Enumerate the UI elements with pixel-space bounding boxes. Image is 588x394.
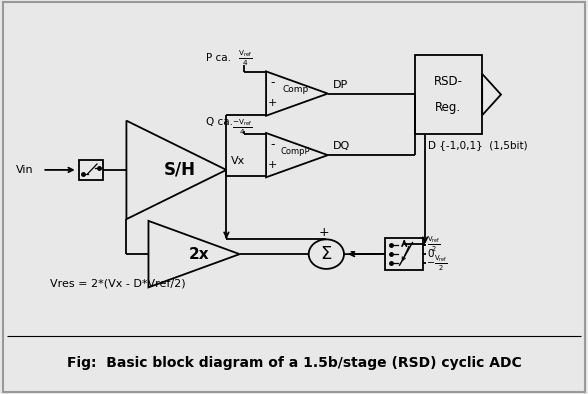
Bar: [385, 238, 423, 270]
Text: Vres = 2*(Vx - D*Vref/2): Vres = 2*(Vx - D*Vref/2): [50, 278, 186, 288]
Text: Vin: Vin: [16, 165, 34, 175]
Text: $\mathsf{\frac{V_{ref}}{2}}$: $\mathsf{\frac{V_{ref}}{2}}$: [427, 235, 440, 254]
Text: CompP: CompP: [280, 147, 310, 156]
Text: RSD-: RSD-: [434, 75, 463, 87]
Bar: [415, 55, 482, 134]
Text: -: -: [270, 76, 275, 89]
Text: 0: 0: [427, 249, 433, 259]
Text: P ca.: P ca.: [206, 53, 231, 63]
Text: DQ: DQ: [333, 141, 350, 151]
Text: -: -: [270, 138, 275, 151]
Text: Q ca.: Q ca.: [206, 117, 233, 127]
Text: S/H: S/H: [163, 161, 195, 179]
Text: D {-1,0,1}  (1,5bit): D {-1,0,1} (1,5bit): [428, 140, 527, 150]
Text: -: -: [349, 245, 354, 260]
Text: Vx: Vx: [230, 156, 245, 166]
Text: +: +: [268, 98, 277, 108]
Text: DP: DP: [333, 80, 348, 90]
Text: Reg.: Reg.: [435, 102, 462, 114]
Text: +: +: [268, 160, 277, 170]
Text: $\mathsf{-\frac{V_{ref}}{2}}$: $\mathsf{-\frac{V_{ref}}{2}}$: [426, 253, 447, 273]
Text: Fig:  Basic block diagram of a 1.5b/stage (RSD) cyclic ADC: Fig: Basic block diagram of a 1.5b/stage…: [66, 357, 522, 370]
Text: $\Sigma$: $\Sigma$: [320, 245, 332, 263]
Text: 2x: 2x: [188, 247, 209, 262]
Text: $\mathsf{\frac{V_{ref}}{4}}$: $\mathsf{\frac{V_{ref}}{4}}$: [238, 48, 252, 68]
Text: $\mathsf{\frac{-V_{ref}}{4}}$: $\mathsf{\frac{-V_{ref}}{4}}$: [232, 117, 253, 137]
Text: +: +: [319, 227, 329, 240]
Bar: [79, 160, 103, 180]
Text: Comp: Comp: [282, 85, 308, 94]
